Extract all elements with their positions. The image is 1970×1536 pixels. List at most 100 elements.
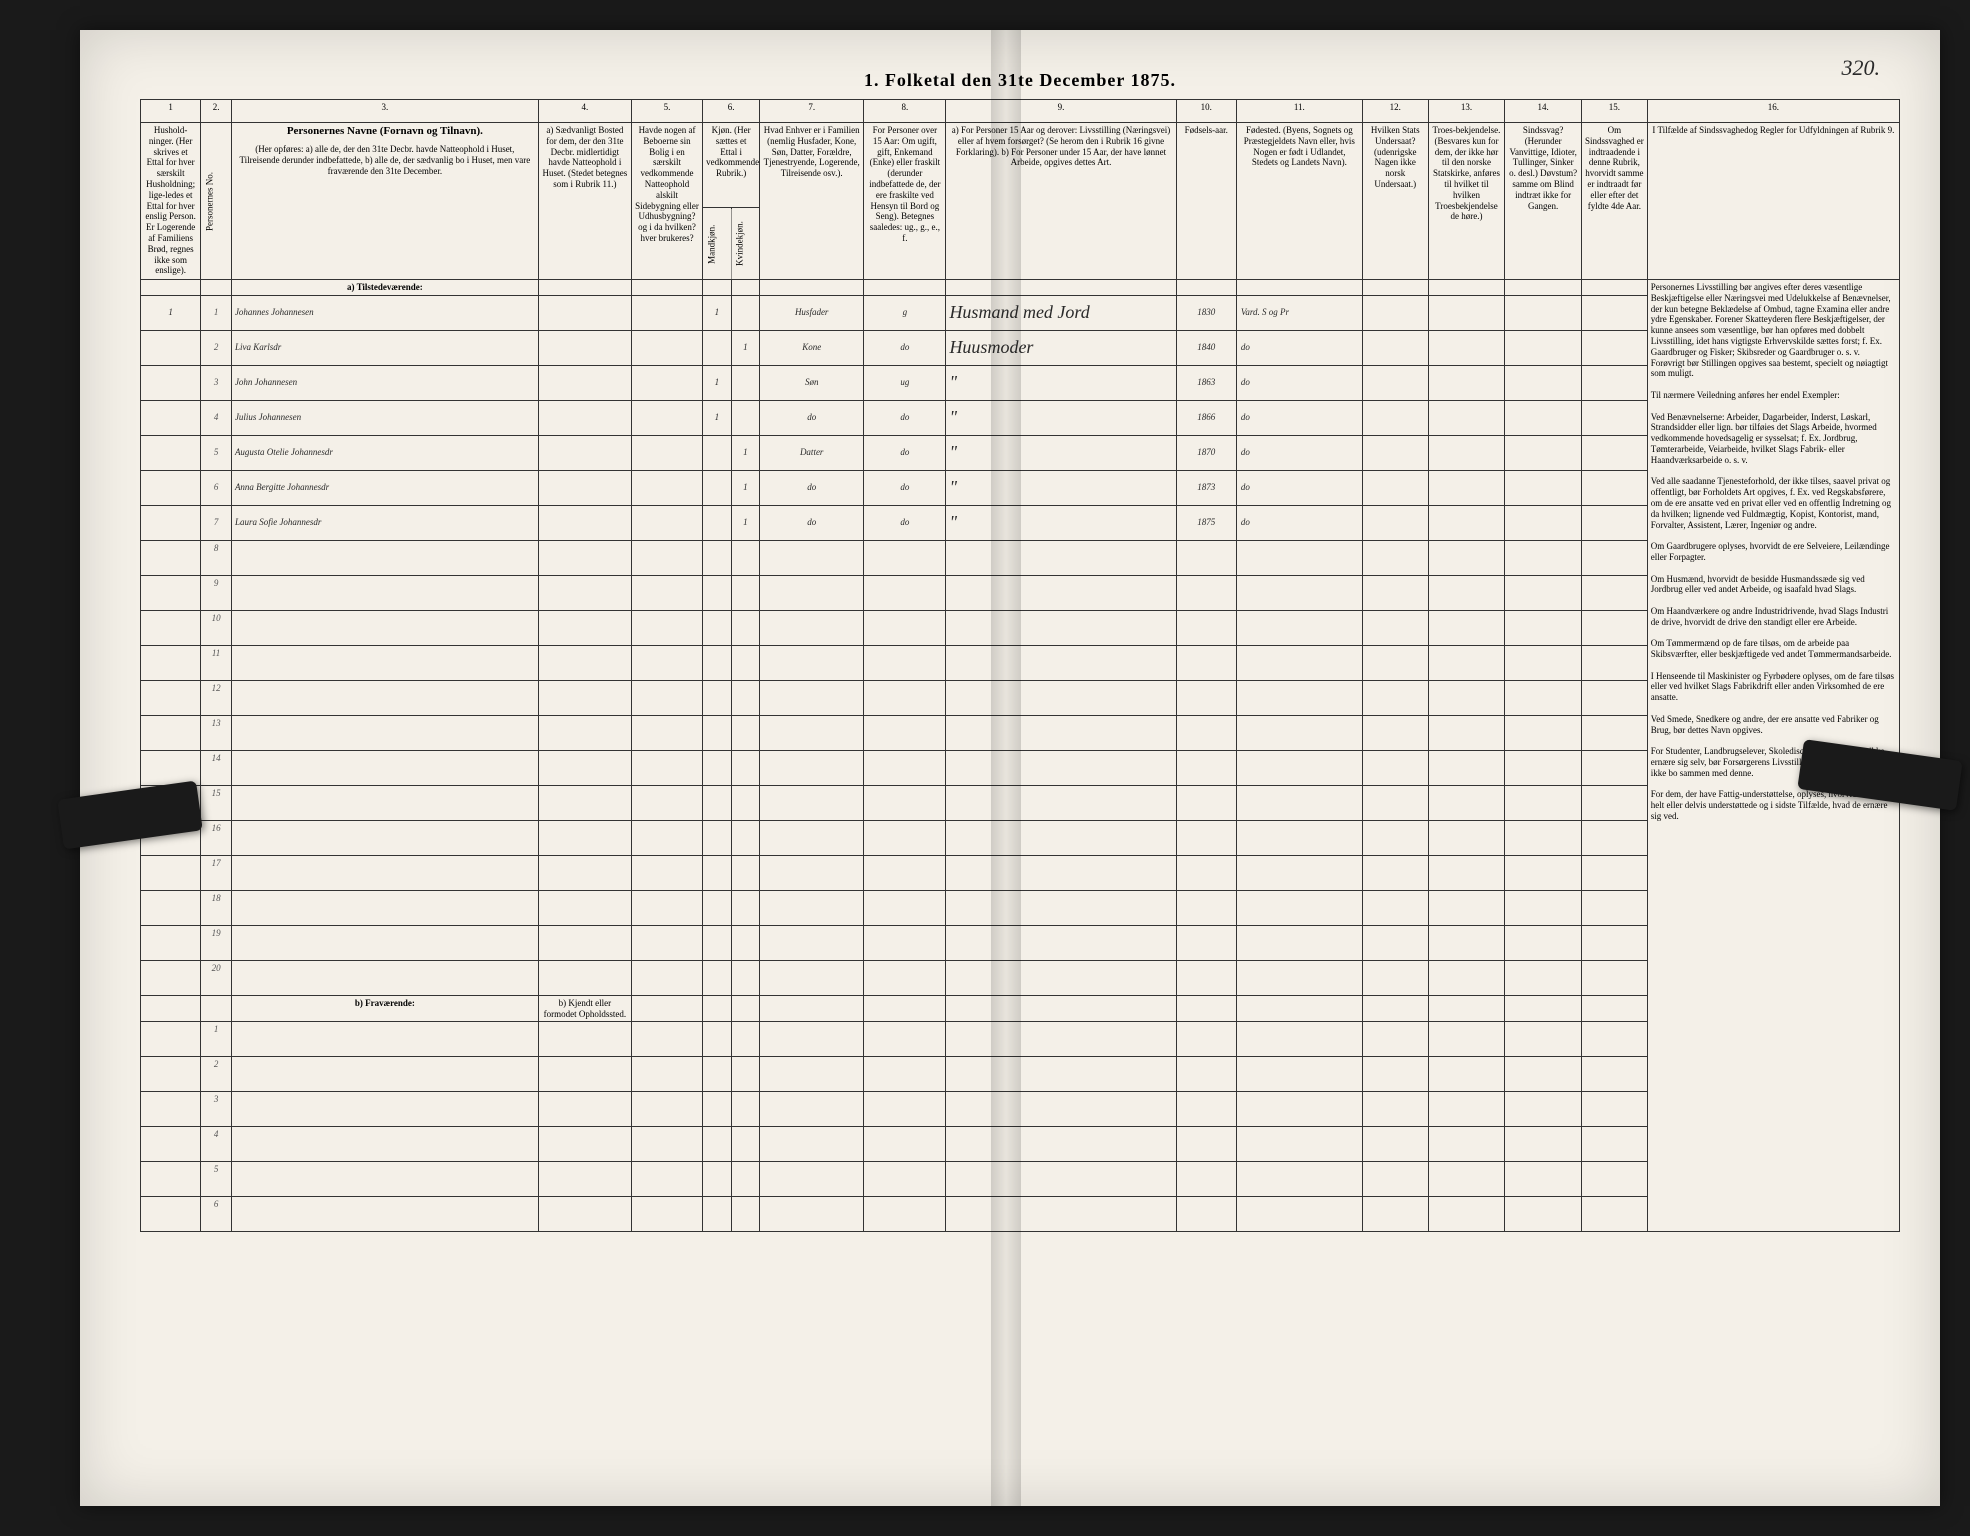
cell-female: 1 (731, 435, 759, 470)
cell-residence (538, 470, 631, 505)
page-title: 1. Folketal den 31te December 1875. (140, 70, 1900, 91)
cell-birthyear: 1870 (1176, 435, 1236, 470)
hdr-marital: For Personer over 15 Aar: Om ugift, gift… (864, 123, 946, 280)
table-row-empty: 20 (141, 960, 1900, 995)
cell-insane-age (1582, 470, 1648, 505)
col-5: 5. (631, 100, 702, 123)
hdr-residence: a) Sædvanligt Bosted for dem, der den 31… (538, 123, 631, 280)
table-row-empty: 18 (141, 890, 1900, 925)
cell-religion (1428, 330, 1505, 365)
cell-household (141, 470, 201, 505)
cell-marital: do (864, 330, 946, 365)
cell-occupation: " (946, 505, 1176, 540)
cell-occupation: Huusmoder (946, 330, 1176, 365)
cell-religion (1428, 505, 1505, 540)
cell-male (703, 505, 731, 540)
cell-building (631, 470, 702, 505)
cell-residence (538, 330, 631, 365)
hdr-person-no: Personernes No. (201, 123, 232, 280)
cell-relation: do (760, 400, 864, 435)
cell-marital: g (864, 295, 946, 330)
hdr-citizenship: Hvilken Stats Undersaat? (udenrigske Nag… (1362, 123, 1428, 280)
table-row-empty: 14 (141, 750, 1900, 785)
hdr-occupation: a) For Personer 15 Aar og derover: Livss… (946, 123, 1176, 280)
cell-insane (1505, 505, 1582, 540)
cell-building (631, 330, 702, 365)
cell-male (703, 435, 731, 470)
table-row-empty: 17 (141, 855, 1900, 890)
hdr-names: Personernes Navne (Fornavn og Tilnavn). … (231, 123, 538, 280)
cell-citizenship (1362, 435, 1428, 470)
hdr-names-desc: (Her opføres: a) alle de, der den 31te D… (235, 144, 535, 176)
cell-birthplace: do (1236, 435, 1362, 470)
cell-male: 1 (703, 365, 731, 400)
table-row: 1 1 Johannes Johannesen 1 Husfader g Hus… (141, 295, 1900, 330)
cell-male: 1 (703, 295, 731, 330)
cell-name: Laura Sofie Johannesdr (231, 505, 538, 540)
cell-marital: do (864, 505, 946, 540)
cell-name: John Johannesen (231, 365, 538, 400)
hdr-birthplace: Fødested. (Byens, Sognets og Præstegjeld… (1236, 123, 1362, 280)
col-15: 15. (1582, 100, 1648, 123)
table-row-empty: 6 (141, 1197, 1900, 1232)
cell-marital: do (864, 435, 946, 470)
column-number-row: 1 2. 3. 4. 5. 6. 7. 8. 9. 10. 11. 12. 13… (141, 100, 1900, 123)
cell-residence (538, 435, 631, 470)
col-1: 1 (141, 100, 201, 123)
cell-household (141, 435, 201, 470)
cell-female (731, 400, 759, 435)
cell-person-no: 7 (201, 505, 232, 540)
table-row: 7 Laura Sofie Johannesdr 1 do do " 1875 … (141, 505, 1900, 540)
cell-birthyear: 1830 (1176, 295, 1236, 330)
hdr-sex: Kjøn. (Her sættes et Ettal i vedkommende… (703, 123, 760, 208)
section-absent: b) Fraværende: (231, 995, 538, 1022)
cell-relation: do (760, 505, 864, 540)
hdr-relation: Hvad Enhver er i Familien (nemlig Husfad… (760, 123, 864, 280)
census-tbody: a) Tilstedeværende: Personernes Livsstil… (141, 280, 1900, 1232)
cell-birthyear: 1875 (1176, 505, 1236, 540)
cell-household (141, 365, 201, 400)
col-14: 14. (1505, 100, 1582, 123)
table-row: 6 Anna Bergitte Johannesdr 1 do do " 187… (141, 470, 1900, 505)
col-6: 6. (703, 100, 760, 123)
cell-citizenship (1362, 295, 1428, 330)
hdr-male: Mandkjøn. (703, 208, 731, 280)
cell-birthyear: 1873 (1176, 470, 1236, 505)
hdr-rules: I Tilfælde af Sindssvaghedog Regler for … (1647, 123, 1899, 280)
cell-name: Liva Karlsdr (231, 330, 538, 365)
table-row-empty: 19 (141, 925, 1900, 960)
cell-birthyear: 1840 (1176, 330, 1236, 365)
cell-occupation: Husmand med Jord (946, 295, 1176, 330)
cell-person-no: 6 (201, 470, 232, 505)
cell-citizenship (1362, 365, 1428, 400)
table-row: 3 John Johannesen 1 Søn ug " 1863 do (141, 365, 1900, 400)
table-row-empty: 10 (141, 610, 1900, 645)
table-row-empty: 1 (141, 1022, 1900, 1057)
table-row-empty: 12 (141, 680, 1900, 715)
col-9: 9. (946, 100, 1176, 123)
cell-name: Augusta Otelie Johannesdr (231, 435, 538, 470)
cell-birthyear: 1866 (1176, 400, 1236, 435)
table-row-empty: 8 (141, 540, 1900, 575)
cell-building (631, 295, 702, 330)
cell-insane-age (1582, 435, 1648, 470)
cell-marital: do (864, 400, 946, 435)
table-row-empty: 16 (141, 820, 1900, 855)
cell-household (141, 400, 201, 435)
table-row-empty: 9 (141, 575, 1900, 610)
cell-insane (1505, 470, 1582, 505)
cell-name: Johannes Johannesen (231, 295, 538, 330)
cell-residence (538, 400, 631, 435)
table-row-empty: 11 (141, 645, 1900, 680)
table-row-empty: 2 (141, 1057, 1900, 1092)
cell-marital: do (864, 470, 946, 505)
cell-insane-age (1582, 295, 1648, 330)
cell-birthplace: do (1236, 365, 1362, 400)
hdr-birthyear: Fødsels-aar. (1176, 123, 1236, 280)
column-header-row: Hushold-ninger. (Her skrives et Ettal fo… (141, 123, 1900, 208)
cell-marital: ug (864, 365, 946, 400)
table-row: 2 Liva Karlsdr 1 Kone do Huusmoder 1840 … (141, 330, 1900, 365)
cell-religion (1428, 435, 1505, 470)
table-row-empty: 4 (141, 1127, 1900, 1162)
cell-building (631, 400, 702, 435)
